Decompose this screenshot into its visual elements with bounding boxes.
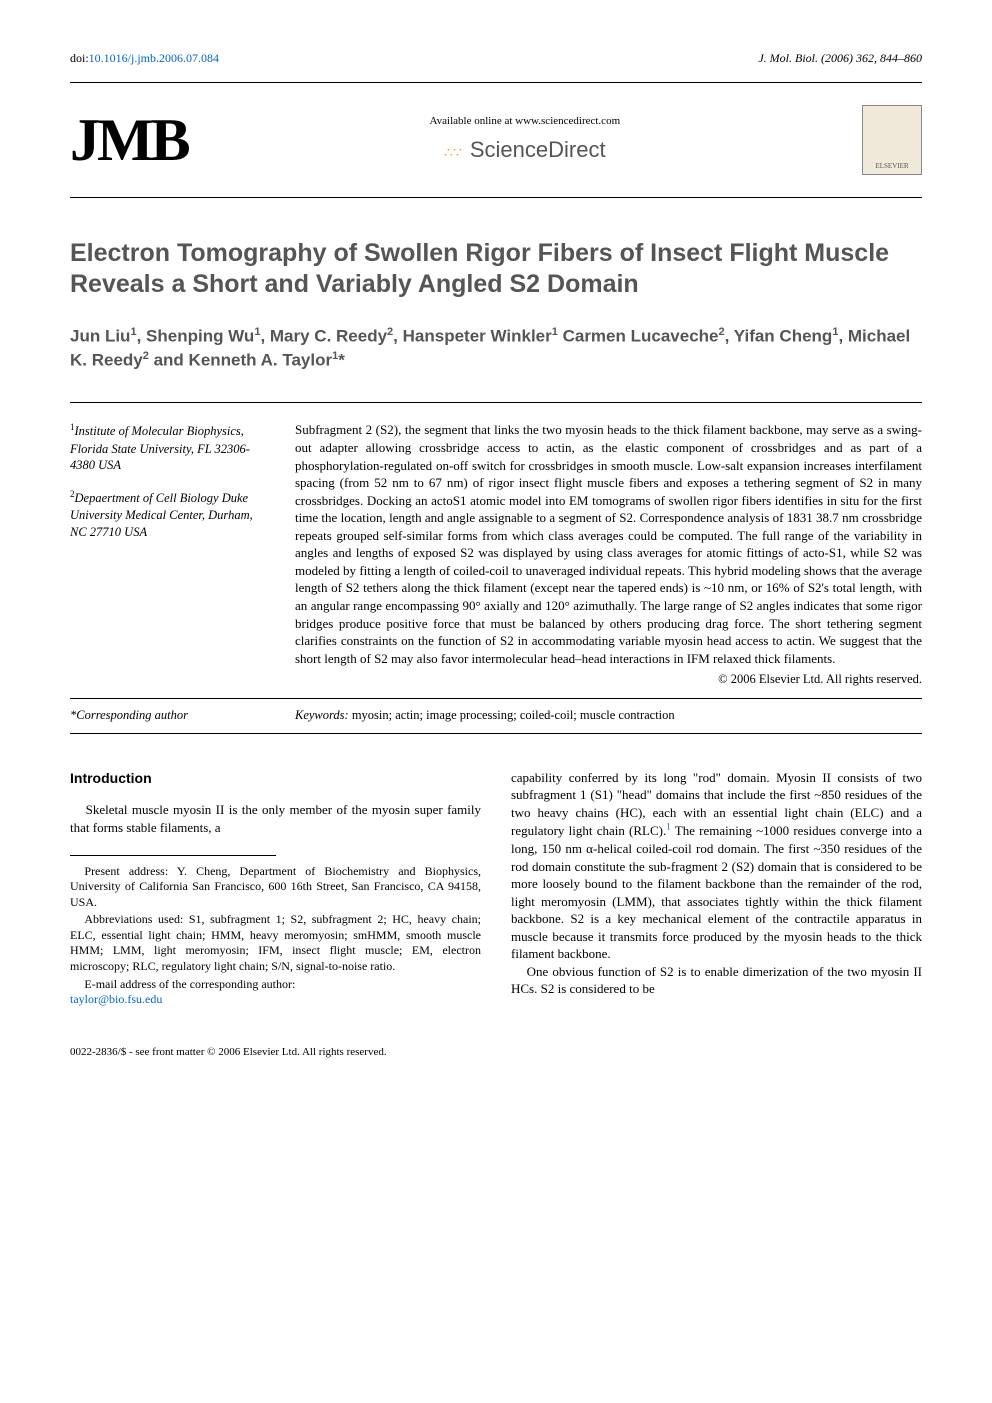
corresponding-author-label: *Corresponding author xyxy=(70,707,270,725)
intro-paragraph-left: Skeletal muscle myosin II is the only me… xyxy=(70,801,481,836)
footnote-email: E-mail address of the corresponding auth… xyxy=(70,977,481,1008)
journal-reference: J. Mol. Biol. (2006) 362, 844–860 xyxy=(758,50,922,67)
footnote-abbreviations: Abbreviations used: S1, subfragment 1; S… xyxy=(70,912,481,974)
jmb-logo: JMB xyxy=(70,98,188,182)
doi: doi:10.1016/j.jmb.2006.07.084 xyxy=(70,50,219,67)
footnotes-block: Present address: Y. Cheng, Department of… xyxy=(70,864,481,1008)
journal-header: JMB Available online at www.sciencedirec… xyxy=(70,82,922,198)
author-list: Jun Liu1, Shenping Wu1, Mary C. Reedy2, … xyxy=(70,325,922,372)
intro-paragraph-right-1: capability conferred by its long "rod" d… xyxy=(511,769,922,963)
top-meta-line: doi:10.1016/j.jmb.2006.07.084 J. Mol. Bi… xyxy=(70,50,922,67)
abstract-text: Subfragment 2 (S2), the segment that lin… xyxy=(295,422,922,665)
doi-link[interactable]: 10.1016/j.jmb.2006.07.084 xyxy=(89,51,219,65)
left-column: Introduction Skeletal muscle myosin II i… xyxy=(70,769,481,1010)
sd-dots-icon: ∴∵ xyxy=(444,144,462,164)
introduction-heading: Introduction xyxy=(70,769,481,788)
affiliation-2-text: Depaertment of Cell Biology Duke Univers… xyxy=(70,491,253,539)
sd-logo-line: ∴∵ ScienceDirect xyxy=(430,135,621,166)
keywords-row: *Corresponding author Keywords: myosin; … xyxy=(70,698,922,734)
intro-paragraph-right-2: One obvious function of S2 is to enable … xyxy=(511,963,922,998)
affiliation-1-text: Institute of Molecular Biophysics, Flori… xyxy=(70,425,250,473)
elsevier-tree-logo: ELSEVIER xyxy=(862,105,922,175)
sciencedirect-name: ScienceDirect xyxy=(470,137,606,162)
elsevier-label: ELSEVIER xyxy=(865,162,919,172)
email-label: E-mail address of the corresponding auth… xyxy=(84,977,295,991)
sciencedirect-block: Available online at www.sciencedirect.co… xyxy=(430,114,621,165)
right-column: capability conferred by its long "rod" d… xyxy=(511,769,922,1010)
corresponding-email-link[interactable]: taylor@bio.fsu.edu xyxy=(70,992,162,1006)
affiliation-2: 2Depaertment of Cell Biology Duke Univer… xyxy=(70,488,270,541)
intro-right-p1-text: capability conferred by its long "rod" d… xyxy=(511,770,922,962)
footnote-present-address: Present address: Y. Cheng, Department of… xyxy=(70,864,481,911)
body-two-column: Introduction Skeletal muscle myosin II i… xyxy=(70,769,922,1010)
abstract-section: 1Institute of Molecular Biophysics, Flor… xyxy=(70,402,922,688)
footnote-divider xyxy=(70,855,276,856)
article-title: Electron Tomography of Swollen Rigor Fib… xyxy=(70,238,922,301)
bottom-copyright: 0022-2836/$ - see front matter © 2006 El… xyxy=(70,1045,922,1060)
keywords-list: myosin; actin; image processing; coiled-… xyxy=(349,708,675,722)
affiliation-1: 1Institute of Molecular Biophysics, Flor… xyxy=(70,421,270,474)
keywords: Keywords: myosin; actin; image processin… xyxy=(295,707,922,725)
copyright-line: © 2006 Elsevier Ltd. All rights reserved… xyxy=(295,671,922,688)
abstract-column: Subfragment 2 (S2), the segment that lin… xyxy=(295,421,922,688)
keywords-label: Keywords: xyxy=(295,708,349,722)
citation-ref-1[interactable]: 1 xyxy=(666,822,671,832)
affiliations-column: 1Institute of Molecular Biophysics, Flor… xyxy=(70,421,270,688)
doi-prefix: doi: xyxy=(70,51,89,65)
sd-available-text: Available online at www.sciencedirect.co… xyxy=(430,114,621,129)
